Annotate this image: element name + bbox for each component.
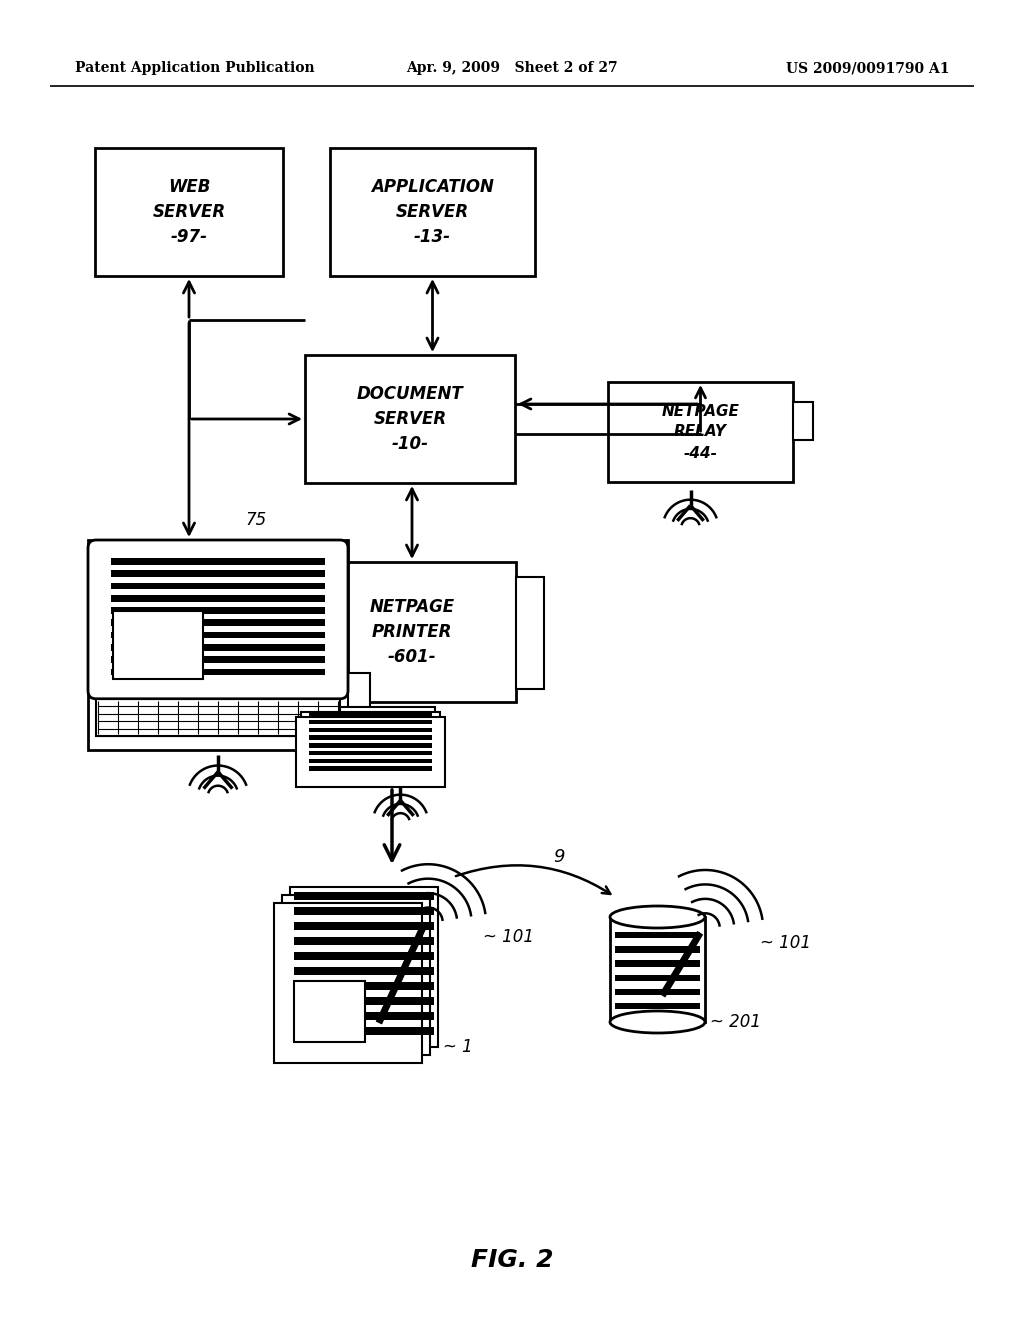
Text: ~ 101: ~ 101 — [483, 928, 535, 946]
Bar — [294, 968, 434, 975]
Bar — [294, 982, 434, 990]
Bar — [309, 719, 432, 725]
Bar — [348, 673, 370, 727]
Ellipse shape — [610, 906, 705, 928]
Bar — [96, 698, 340, 737]
Bar — [294, 952, 434, 960]
Bar — [308, 562, 516, 702]
Bar — [111, 656, 325, 663]
Text: ~ 201: ~ 201 — [710, 1012, 761, 1031]
Bar — [615, 961, 700, 966]
Bar — [95, 148, 283, 276]
Bar — [111, 632, 325, 639]
Bar — [294, 1027, 434, 1035]
Bar — [305, 355, 515, 483]
Bar — [309, 751, 432, 755]
Bar — [111, 668, 325, 676]
Text: US 2009/0091790 A1: US 2009/0091790 A1 — [786, 61, 950, 75]
Text: NETPAGE
RELAY
-44-: NETPAGE RELAY -44- — [662, 404, 739, 461]
Bar — [516, 577, 544, 689]
Text: NETPAGE
PRINTER
-601-: NETPAGE PRINTER -601- — [370, 598, 455, 667]
Bar — [306, 708, 435, 777]
Bar — [309, 735, 432, 741]
Text: DOCUMENT
SERVER
-10-: DOCUMENT SERVER -10- — [356, 385, 464, 453]
Bar — [615, 989, 700, 995]
Bar — [111, 607, 325, 614]
Bar — [294, 997, 434, 1006]
Bar — [296, 717, 445, 787]
Bar — [111, 644, 325, 651]
Bar — [309, 743, 432, 747]
Bar — [111, 570, 325, 577]
Bar — [615, 1003, 700, 1010]
Text: WEB
SERVER
-97-: WEB SERVER -97- — [153, 178, 225, 246]
Text: FIG. 2: FIG. 2 — [471, 1247, 553, 1272]
Bar — [111, 558, 325, 565]
Bar — [274, 903, 422, 1063]
Bar — [793, 403, 813, 440]
Bar — [615, 974, 700, 981]
Text: 9: 9 — [553, 847, 565, 866]
Bar — [294, 1012, 434, 1020]
Text: APPLICATION
SERVER
-13-: APPLICATION SERVER -13- — [371, 178, 494, 246]
Bar — [309, 759, 432, 763]
Bar — [111, 595, 325, 602]
Bar — [294, 892, 434, 900]
Bar — [282, 895, 430, 1055]
Bar — [294, 921, 434, 931]
Bar — [111, 619, 325, 626]
Bar — [615, 946, 700, 953]
Bar — [615, 932, 700, 939]
Bar — [113, 611, 203, 678]
Bar — [610, 917, 705, 1022]
Bar — [294, 981, 365, 1041]
Text: Patent Application Publication: Patent Application Publication — [75, 61, 314, 75]
Ellipse shape — [610, 1011, 705, 1034]
Bar — [290, 887, 438, 1047]
Bar — [294, 907, 434, 915]
Bar — [294, 937, 434, 945]
Bar — [111, 582, 325, 589]
Bar — [309, 711, 432, 717]
Bar — [309, 766, 432, 771]
FancyBboxPatch shape — [88, 540, 348, 698]
Bar — [88, 540, 348, 750]
Text: Apr. 9, 2009   Sheet 2 of 27: Apr. 9, 2009 Sheet 2 of 27 — [407, 61, 617, 75]
Text: ~ 1: ~ 1 — [443, 1038, 473, 1056]
Text: 75: 75 — [245, 511, 266, 529]
Bar — [608, 381, 793, 482]
Bar — [330, 148, 535, 276]
Bar — [301, 711, 440, 781]
Bar — [309, 727, 432, 733]
Text: ~ 101: ~ 101 — [760, 933, 811, 952]
